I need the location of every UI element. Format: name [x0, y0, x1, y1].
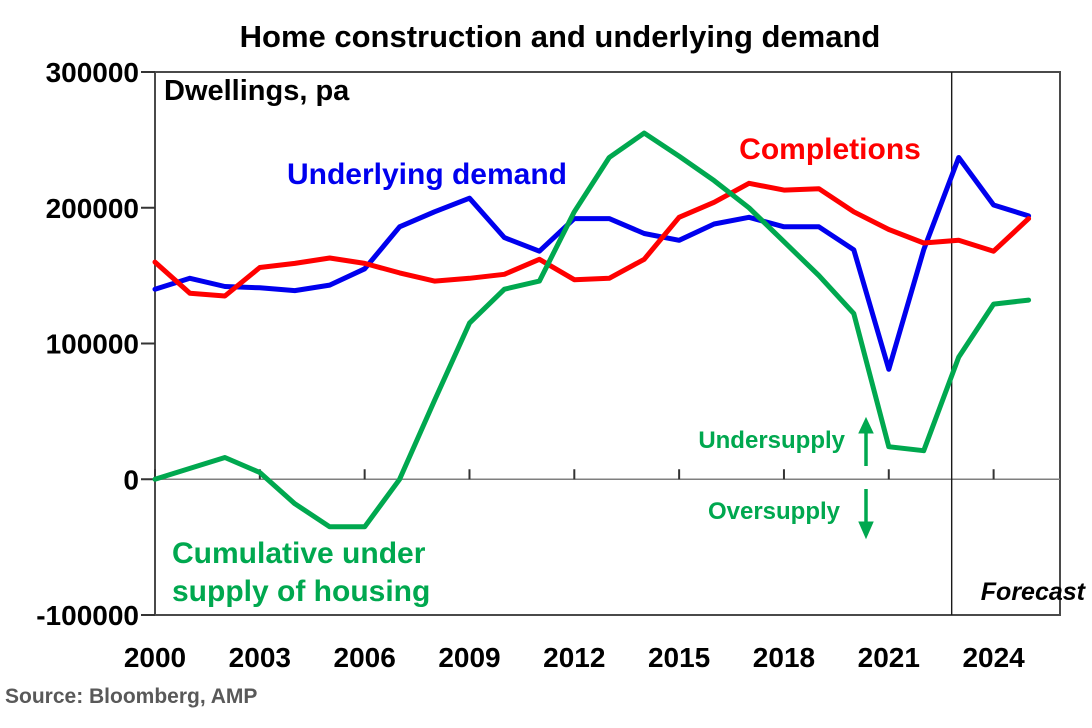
x-tick-label: 2006: [334, 642, 396, 673]
x-tick-label: 2024: [962, 642, 1025, 673]
undersupply-arrow-up-icon: [858, 416, 874, 466]
y-tick-label: -100000: [36, 600, 139, 631]
series-lines: [152, 130, 1032, 530]
series-line-underlying-demand: [152, 155, 1032, 372]
cumulative-undersupply-label-line1: Cumulative under: [172, 537, 426, 570]
oversupply-label: Oversupply: [708, 498, 841, 525]
x-tick-label: 2003: [229, 642, 291, 673]
series-line-completions: [152, 180, 1032, 299]
chart-title: Home construction and underlying demand: [240, 19, 881, 54]
x-tick-label: 2012: [543, 642, 605, 673]
undersupply-label: Undersupply: [698, 427, 845, 454]
plot-border: [154, 71, 1061, 616]
x-tick-label: 2021: [858, 642, 920, 673]
source-credit: Source: Bloomberg, AMP: [5, 685, 257, 708]
y-tick-label: 300000: [46, 57, 139, 88]
completions-label: Completions: [739, 133, 921, 166]
y-tick-label: 0: [123, 464, 139, 495]
x-tick-label: 2018: [753, 642, 815, 673]
y-tick-label: 200000: [46, 193, 139, 224]
units-note: Dwellings, pa: [164, 75, 350, 107]
x-tick-label: 2015: [648, 642, 710, 673]
oversupply-arrow-down-icon: [858, 489, 874, 540]
x-tick-label: 2009: [438, 642, 500, 673]
cumulative-undersupply-label-line2: supply of housing: [172, 575, 430, 608]
underlying-demand-label: Underlying demand: [287, 158, 567, 191]
x-tick-label: 2000: [124, 642, 186, 673]
forecast-label: Forecast: [981, 578, 1087, 606]
series-line-cumulative-under-supply-of-housing: [152, 130, 1032, 530]
axis-ticks: 300000 200000 100000 0 -100000 2000 2003 2006 20…: [36, 57, 1025, 673]
y-tick-label: 100000: [46, 329, 139, 360]
